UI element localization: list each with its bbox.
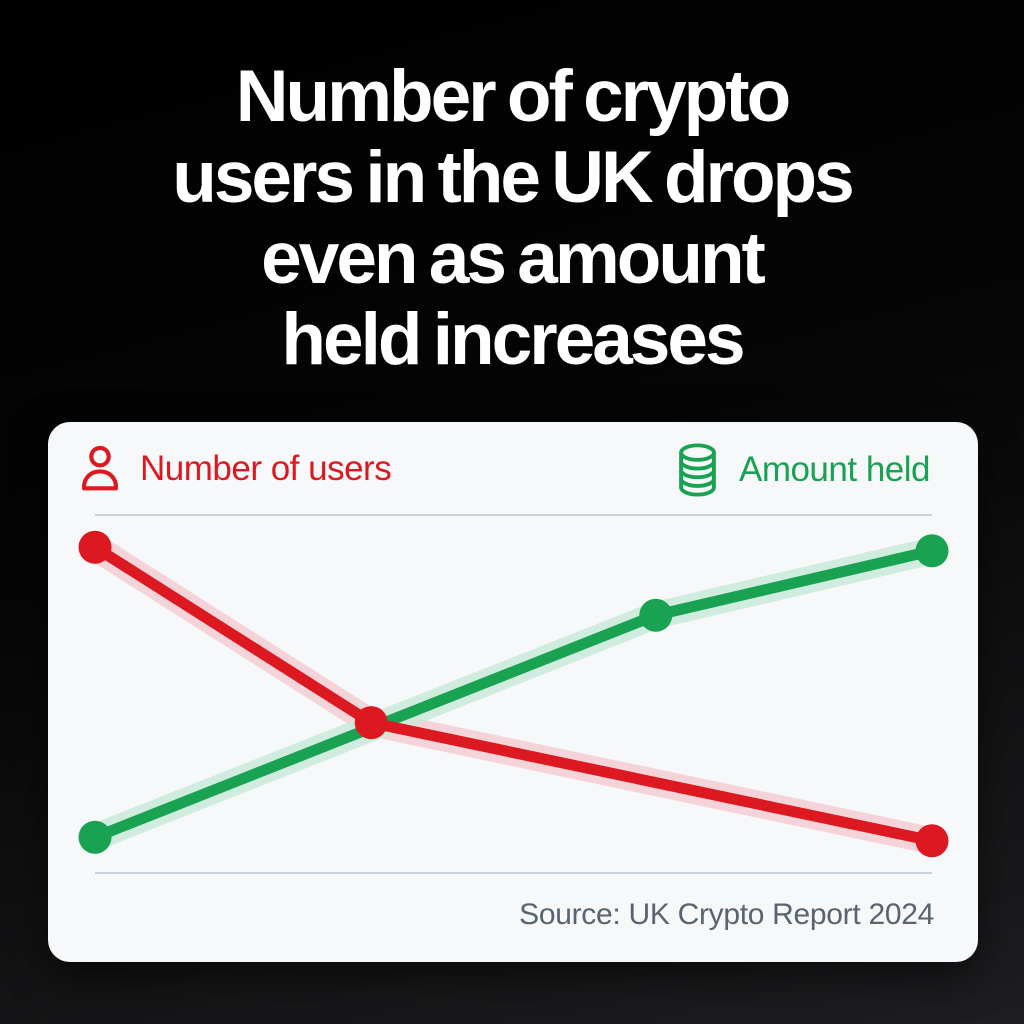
series-amount-held-point-0 [78,820,112,854]
series-number-of-users-point-2 [915,824,949,858]
headline-line: held increases [281,299,745,380]
person-icon [81,445,119,491]
headline: Number of crypto users in the UK drops e… [0,56,1024,380]
legend-item-held: Amount held [674,442,931,498]
chart-card: Number of users Amount held Source: UK C… [48,422,978,962]
headline-line: even as amount [261,218,766,299]
series-amount-held-halo [81,537,946,851]
series-amount-held-point-1 [639,598,673,632]
legend-held-label: Amount held [738,450,931,489]
headline-line: Number of crypto [235,56,791,137]
coins-icon [679,443,716,497]
series-number-of-users-point-0 [78,530,112,564]
source-caption: Source: UK Crypto Report 2024 [519,898,934,931]
line-chart [78,514,949,874]
chart-legend: Number of users Amount held [48,442,978,502]
headline-line: users in the UK drops [172,137,855,218]
series-amount-held-point-2 [915,534,949,568]
legend-item-users: Number of users [78,444,392,494]
series-number-of-users-point-1 [354,706,388,740]
legend-users-label: Number of users [140,449,392,488]
